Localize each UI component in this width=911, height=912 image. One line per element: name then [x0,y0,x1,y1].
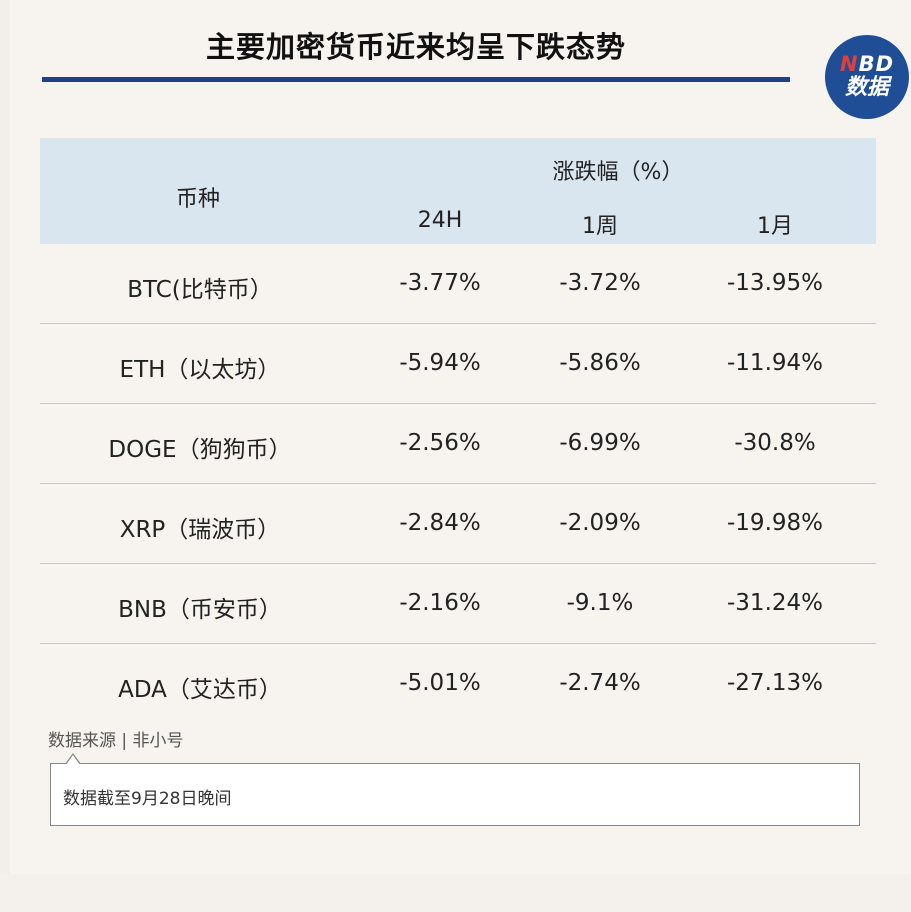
change-24h: -5.01% [399,670,481,696]
logo-bd: BD [858,52,895,76]
table-row: BTC(比特币） -3.77% -3.72% -13.95% [40,244,876,324]
currency-name: BNB（币安币） [118,597,282,623]
table-header: 币种 涨跌幅（%） 24H 1周 1月 [40,138,876,244]
change-1w: -2.74% [559,670,641,696]
left-strip [0,0,10,912]
change-1m: -30.8% [734,430,816,456]
header-1m: 1月 [757,214,793,239]
currency-name: ADA（艾达币） [118,677,282,703]
data-source: 数据来源 | 非小号 [48,731,184,751]
change-1m: -11.94% [727,350,823,376]
change-24h: -2.56% [399,430,481,456]
currency-name: ETH（以太坊） [119,357,281,383]
table-row: BNB（币安币） -2.16% -9.1% -31.24% [40,564,876,644]
table-row: ADA（艾达币） -5.01% -2.74% -27.13% [40,644,876,723]
logo-data-text: 数据 [844,75,889,100]
title-underline [42,77,790,82]
change-1m: -27.13% [727,670,823,696]
nbd-data-logo: NBD 数据 [825,35,909,119]
date-note: 数据截至9月28日晚间 [63,789,232,809]
header-1w: 1周 [582,214,618,239]
change-1w: -2.09% [559,510,641,536]
currency-name: BTC(比特币） [127,277,273,303]
table-row: XRP（瑞波币） -2.84% -2.09% -19.98% [40,484,876,564]
logo-nbd-text: NBD [840,53,894,75]
currency-name: XRP（瑞波币） [119,517,281,543]
table-row: DOGE（狗狗币） -2.56% -6.99% -30.8% [40,404,876,484]
bottom-band [0,874,911,912]
change-24h: -3.77% [399,270,481,296]
change-1m: -13.95% [727,270,823,296]
header-currency-label: 币种 [176,187,221,212]
header-change-group: 涨跌幅（%） [552,160,684,185]
crypto-change-table: 币种 涨跌幅（%） 24H 1周 1月 BTC(比特币） -3.77% -3.7… [40,138,876,723]
header-currency: 币种 [80,181,320,213]
currency-name: DOGE（狗狗币） [108,437,292,463]
logo-n: N [839,52,859,76]
change-1w: -3.72% [559,270,641,296]
change-1m: -31.24% [727,590,823,616]
change-1m: -19.98% [727,510,823,536]
change-1w: -6.99% [559,430,641,456]
change-24h: -2.16% [399,590,481,616]
change-1w: -5.86% [559,350,641,376]
change-1w: -9.1% [566,590,634,616]
header-24h: 24H [417,208,463,233]
change-24h: -2.84% [399,510,481,536]
change-24h: -5.94% [399,350,481,376]
table-row: ETH（以太坊） -5.94% -5.86% -11.94% [40,324,876,404]
page-title: 主要加密货币近来均呈下跌态势 [205,30,626,64]
date-note-box: 数据截至9月28日晚间 [50,753,860,826]
